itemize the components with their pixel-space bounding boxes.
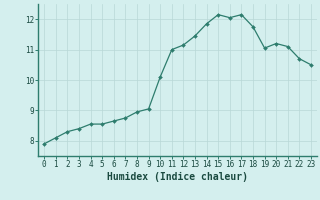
X-axis label: Humidex (Indice chaleur): Humidex (Indice chaleur) — [107, 172, 248, 182]
